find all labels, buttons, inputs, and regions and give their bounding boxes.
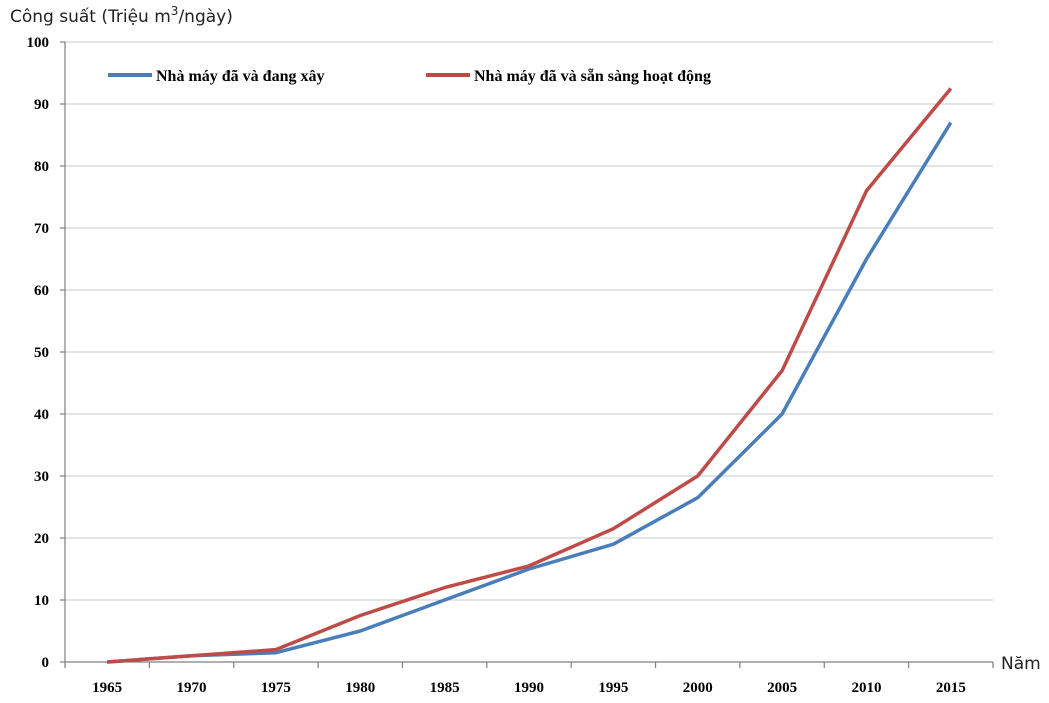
y-tick-label: 20	[34, 531, 49, 547]
y-tick-label: 60	[34, 283, 49, 299]
x-tick-label: 1990	[514, 680, 544, 696]
legend-label-1: Nhà máy đã và đang xây	[156, 68, 324, 85]
x-tick-label: 2015	[936, 680, 966, 696]
series-line-2	[107, 87, 953, 664]
y-tick-label: 50	[34, 345, 49, 361]
y-tick-label: 90	[34, 97, 49, 113]
x-tick-label: 1995	[598, 680, 628, 696]
grid-lines	[64, 41, 993, 663]
x-axis-ticks: 1965 1970 1975 1980 1985 1990 1995 2000 2005 2010…	[64, 662, 994, 696]
x-tick-label: 1970	[177, 680, 207, 696]
y-tick-label: 30	[34, 469, 49, 485]
y-tick-label: 40	[34, 407, 49, 423]
x-tick-label: 2005	[767, 680, 797, 696]
y-tick-label: 0	[42, 655, 50, 671]
x-tick-label: 1975	[261, 680, 291, 696]
y-axis-title: Công suất (Triệu m3/ngày)	[10, 4, 233, 27]
x-tick-label: 2000	[683, 680, 713, 696]
series-lines	[107, 87, 953, 664]
legend: Nhà máy đã và đang xây Nhà máy đã và sẵn …	[108, 68, 711, 85]
x-tick-label: 2010	[851, 680, 881, 696]
y-tick-label: 70	[34, 221, 49, 237]
x-tick-label: 1980	[345, 680, 375, 696]
x-tick-label: 1985	[430, 680, 460, 696]
x-axis-title: Năm	[1001, 654, 1041, 674]
legend-label-2: Nhà máy đã và sẵn sàng hoạt động	[474, 68, 711, 85]
y-tick-label: 10	[34, 593, 49, 609]
x-tick-label: 1965	[92, 680, 122, 696]
y-tick-label: 80	[34, 159, 49, 175]
y-axis-ticks: 0 10 20 30 40 50 60 70 80 90 100	[27, 35, 65, 671]
y-tick-label: 100	[27, 35, 50, 51]
series-line-1	[107, 121, 953, 664]
